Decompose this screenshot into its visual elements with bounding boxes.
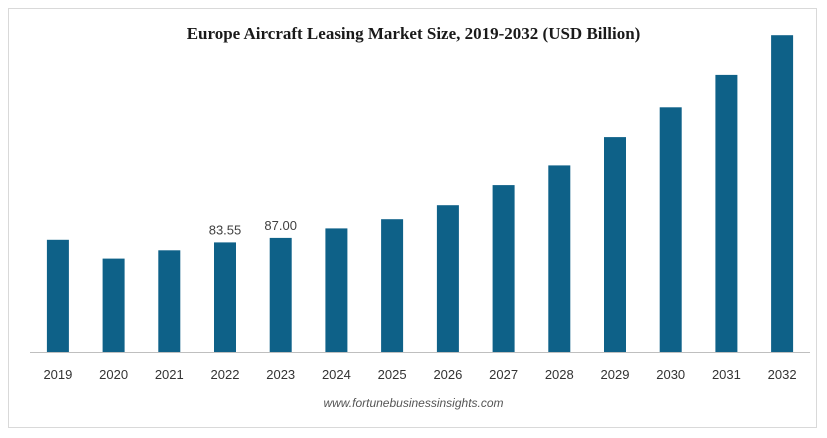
x-tick-label-2022: 2022 xyxy=(211,367,240,382)
bar-2026 xyxy=(436,205,459,352)
bar-2032 xyxy=(771,35,794,352)
chart-title: Europe Aircraft Leasing Market Size, 201… xyxy=(186,24,641,43)
chart-card xyxy=(8,8,817,428)
bar-2029 xyxy=(604,137,626,352)
bar-2022 xyxy=(214,242,236,352)
bar-2027 xyxy=(492,185,515,352)
x-tick-label-2027: 2027 xyxy=(489,367,518,382)
x-tick-label-2019: 2019 xyxy=(43,367,72,382)
x-tick-label-2026: 2026 xyxy=(433,367,462,382)
bar-2031 xyxy=(715,74,738,353)
bar-2028 xyxy=(548,165,571,352)
source-credit: www.fortunebusinessinsights.com xyxy=(323,396,504,410)
bar-2020 xyxy=(102,258,125,352)
x-tick-label-2029: 2029 xyxy=(601,367,630,382)
x-tick-label-2025: 2025 xyxy=(378,367,407,382)
x-tick-label-2023: 2023 xyxy=(266,367,295,382)
bar-2024 xyxy=(325,228,348,352)
x-tick-label-2028: 2028 xyxy=(545,367,574,382)
x-tick-label-2032: 2032 xyxy=(768,367,797,382)
bar-2030 xyxy=(659,107,682,352)
bar-2023 xyxy=(269,237,292,352)
x-tick-label-2031: 2031 xyxy=(712,367,741,382)
x-tick-label-2020: 2020 xyxy=(99,367,128,382)
bar-2025 xyxy=(381,219,404,352)
x-tick-label-2021: 2021 xyxy=(155,367,184,382)
data-label-2023: 87.00 xyxy=(264,218,297,233)
bar-2021 xyxy=(158,250,181,352)
data-label-2022: 83.55 xyxy=(209,222,242,237)
x-tick-label-2030: 2030 xyxy=(656,367,685,382)
x-tick-label-2024: 2024 xyxy=(322,367,351,382)
bar-2019 xyxy=(46,239,69,352)
